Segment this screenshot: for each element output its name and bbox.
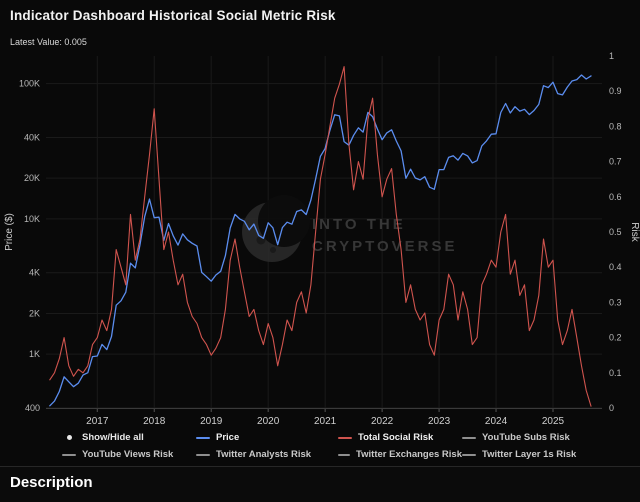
x-tick-label: 2022	[371, 416, 394, 427]
legend-line-marker	[462, 436, 476, 439]
latest-value-label: Latest Value: 0.005	[10, 37, 87, 47]
x-tick-label: 2017	[86, 416, 109, 427]
total-social-risk-line[interactable]	[49, 66, 592, 407]
legend-label: Show/Hide all	[82, 432, 144, 443]
price-line[interactable]	[49, 74, 592, 407]
right-tick-label: 0	[609, 403, 614, 413]
right-tick-label: 0.7	[609, 157, 622, 167]
right-tick-label: 0.9	[609, 86, 622, 96]
legend-line-marker	[462, 453, 476, 456]
tick-labels: 400 1K 2K 4K 10K 20K 40K 100K 0 0.1 0.2 0.3 0.4 0.5 0.…	[19, 51, 622, 427]
right-tick-label: 0.2	[609, 333, 622, 343]
x-tick-label: 2024	[485, 416, 508, 427]
x-tick-label: 2021	[314, 416, 337, 427]
left-tick-label: 4K	[29, 268, 40, 278]
legend-item-youtube-subs-risk[interactable]: YouTube Subs Risk	[462, 432, 576, 443]
left-tick-label: 100K	[19, 79, 40, 89]
legend-dot-marker	[67, 435, 72, 440]
legend-label: YouTube Views Risk	[82, 449, 174, 460]
legend-item-total-social-risk[interactable]: Total Social Risk	[338, 432, 462, 443]
legend-item-twitter-analysts-risk[interactable]: Twitter Analysts Risk	[196, 449, 338, 460]
left-tick-label: 10K	[24, 214, 40, 224]
legend-line-marker	[196, 436, 210, 439]
legend-line-marker	[62, 453, 76, 456]
x-tick-label: 2020	[257, 416, 280, 427]
left-tick-label: 20K	[24, 173, 40, 183]
legend-label: Price	[216, 432, 240, 443]
series-lines[interactable]	[49, 66, 592, 407]
right-tick-label: 0.8	[609, 121, 622, 131]
axes	[46, 408, 602, 412]
legend-line-marker	[338, 436, 352, 439]
legend-item-show-hide-all[interactable]: Show/Hide all	[62, 432, 196, 443]
left-tick-label: 40K	[24, 132, 40, 142]
description-heading: Description	[10, 474, 93, 491]
left-tick-label: 1K	[29, 349, 40, 359]
right-tick-label: 0.4	[609, 262, 622, 272]
legend-item-twitter-layer-1s-risk[interactable]: Twitter Layer 1s Risk	[462, 449, 576, 460]
right-tick-label: 0.6	[609, 192, 622, 202]
moon-crescent-cutout	[258, 195, 310, 247]
legend-label: Twitter Analysts Risk	[216, 449, 312, 460]
left-tick-label: 2K	[29, 308, 40, 318]
x-tick-label: 2023	[428, 416, 451, 427]
watermark-text-line2: CRYPTOVERSE	[312, 238, 458, 255]
x-tick-label: 2019	[200, 416, 223, 427]
x-tick-label: 2025	[542, 416, 565, 427]
right-tick-label: 0.5	[609, 227, 622, 237]
legend-line-marker	[338, 453, 351, 456]
chart-legend: Show/Hide all Price Total Social Risk YouTu…	[62, 432, 576, 460]
left-tick-label: 400	[25, 403, 40, 413]
legend-line-marker	[196, 453, 210, 456]
moon-crater	[270, 247, 276, 253]
description-section: Description	[0, 466, 640, 502]
legend-item-twitter-exchanges-risk[interactable]: Twitter Exchanges Risk	[338, 449, 462, 460]
legend-label: Twitter Exchanges Risk	[356, 449, 462, 460]
legend-item-youtube-views-risk[interactable]: YouTube Views Risk	[62, 449, 196, 460]
legend-label: YouTube Subs Risk	[482, 432, 570, 443]
x-tick-label: 2018	[143, 416, 166, 427]
right-axis-label: Risk	[629, 222, 640, 242]
right-tick-label: 0.3	[609, 297, 622, 307]
legend-item-price[interactable]: Price	[196, 432, 338, 443]
left-axis-label: Price ($)	[4, 213, 15, 251]
legend-label: Total Social Risk	[358, 432, 434, 443]
legend-label: Twitter Layer 1s Risk	[482, 449, 577, 460]
right-tick-label: 0.1	[609, 368, 622, 378]
page-title: Indicator Dashboard Historical Social Me…	[10, 8, 336, 23]
watermark-text-line1: INTO THE	[312, 216, 406, 233]
right-tick-label: 1	[609, 51, 614, 61]
watermark: INTO THE CRYPTOVERSE	[242, 195, 458, 262]
